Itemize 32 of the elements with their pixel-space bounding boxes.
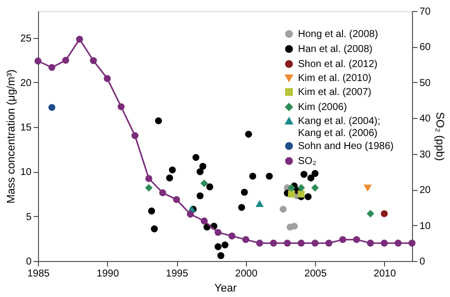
y-tick-label: 15 bbox=[20, 122, 32, 134]
y2-tick-label: 70 bbox=[420, 6, 432, 18]
y-tick-label: 5 bbox=[26, 212, 32, 223]
x-tick-label: 2010 bbox=[374, 268, 396, 280]
y2-tick-label: 40 bbox=[420, 114, 432, 125]
legend-label: Shon et al. (2012) bbox=[298, 59, 378, 70]
y-axis-title: Mass concentration (μg/m³) bbox=[5, 69, 18, 204]
legend-label: Kang et al. (2004); Kang et al. (2006) bbox=[298, 116, 380, 139]
y2-tick-label: 20 bbox=[420, 185, 432, 196]
y2-tick-label: 30 bbox=[420, 149, 432, 160]
y-tick-label: 0 bbox=[26, 256, 32, 268]
legend-label: Kim et al. (2010) bbox=[298, 73, 372, 84]
x-axis-title: Year bbox=[214, 282, 237, 294]
x-tick-label: 2000 bbox=[235, 268, 258, 280]
y2-tick-label: 0 bbox=[420, 256, 426, 268]
y2-tick-label: 60 bbox=[420, 42, 432, 54]
y2-axis-title: SO₂ (ppb) bbox=[434, 112, 446, 161]
y-tick-label: 25 bbox=[20, 33, 32, 44]
legend-label: SO₂ bbox=[298, 156, 316, 167]
legend-label: Kim et al. (2007) bbox=[298, 87, 372, 98]
x-tick-label: 2005 bbox=[304, 268, 328, 280]
legend-label: Sohn and Heo (1986) bbox=[298, 141, 394, 152]
x-tick-label: 1985 bbox=[27, 268, 50, 280]
legend-label: Han et al. (2008) bbox=[298, 44, 372, 55]
x-tick-label: 1995 bbox=[166, 268, 189, 280]
y2-tick-label: 10 bbox=[420, 220, 432, 232]
y-tick-label: 10 bbox=[20, 167, 32, 178]
legend-label: Kim (2006) bbox=[298, 102, 347, 113]
x-tick-label: 1990 bbox=[96, 268, 120, 280]
legend-label: Hong et al. (2008) bbox=[298, 29, 378, 40]
y-tick-label: 20 bbox=[20, 78, 32, 89]
y2-tick-label: 50 bbox=[420, 78, 432, 89]
